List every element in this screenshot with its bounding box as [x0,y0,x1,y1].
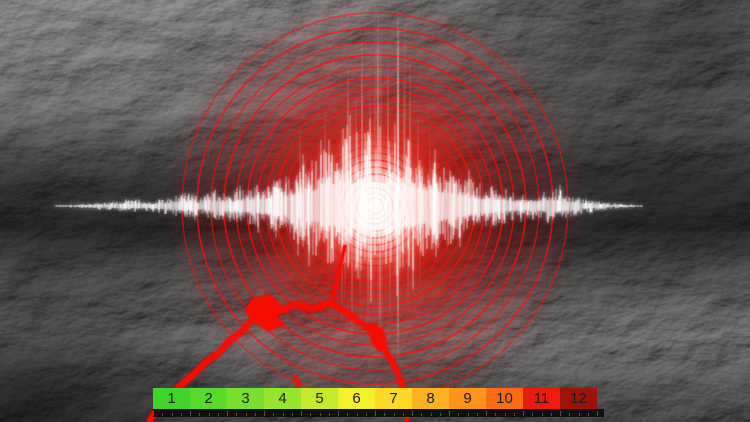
ruler-tick [458,413,460,416]
scale-cell-10: 10 [486,388,523,409]
scale-cell-label: 7 [389,390,398,407]
scale-cell-2: 2 [190,388,227,409]
ruler-tick [356,413,358,416]
ruler-tick [393,413,395,416]
scale-cell-8: 8 [412,388,449,409]
ruler-tick [347,413,349,416]
ruler-tick [190,411,191,416]
seismograph-waveform [54,114,643,303]
ruler-tick [513,413,515,416]
scale-cell-label: 4 [278,390,287,407]
ruler-tick [578,413,580,416]
scale-cell-label: 6 [352,390,361,407]
ruler-tick [162,413,164,416]
scale-cell-1: 1 [153,388,190,409]
ruler-tick [439,413,441,416]
ruler-tick [550,413,552,416]
ruler-tick [282,413,284,416]
scale-cell-label: 1 [167,390,176,407]
ruler-tick [365,413,367,416]
ruler-tick [328,413,330,416]
scale-cell-label: 11 [533,390,550,407]
ruler-tick [310,413,312,416]
scale-cell-7: 7 [375,388,412,409]
ruler-tick [449,411,450,416]
ruler-tick [523,411,524,416]
ruler-tick [495,413,497,416]
ruler-tick [541,413,543,416]
crack-blob [369,323,387,353]
ruler-tick [171,413,173,416]
scale-cell-4: 4 [264,388,301,409]
ruler-tick [338,411,339,416]
scale-cell-6: 6 [338,388,375,409]
ruler-tick [273,413,275,416]
ruler-tick [153,411,154,416]
ruler-tick [291,413,293,416]
ruler-tick [208,413,210,416]
scale-cell-label: 8 [426,390,435,407]
ruler-tick [319,413,321,416]
scale-cell-label: 9 [463,390,472,407]
ruler-tick [476,413,478,416]
intensity-scale-bar: 1 2 3 4 5 6 7 8 9 10 11 12 [153,388,597,409]
scale-cell-label: 12 [570,390,587,407]
ruler-tick [504,413,506,416]
crack-blob [245,295,285,331]
ruler-tick [264,411,265,416]
ruler-tick [412,411,413,416]
ruler-tick [217,413,219,416]
ruler-tick [301,411,302,416]
light-streaks [299,0,431,366]
ruler-tick [227,411,228,416]
scale-cell-3: 3 [227,388,264,409]
scale-cell-label: 10 [496,390,513,407]
ruler-tick [597,411,598,416]
ruler-tick [254,413,256,416]
ruler-tick [569,413,571,416]
ruler-tick [375,411,376,416]
scale-cell-11: 11 [523,388,560,409]
scale-cell-label: 3 [241,390,250,407]
scale-cell-label: 5 [315,390,324,407]
scale-ruler [153,409,604,417]
ruler-tick [199,413,201,416]
crack-path [329,244,347,304]
ruler-tick [587,413,589,416]
scale-cell-5: 5 [301,388,338,409]
ruler-tick [236,413,238,416]
ruler-tick [430,413,432,416]
ruler-tick [402,413,404,416]
ruler-tick [560,411,561,416]
ruler-tick [467,413,469,416]
scale-cell-label: 2 [204,390,213,407]
scale-cell-9: 9 [449,388,486,409]
ruler-tick [180,413,182,416]
ruler-tick [421,413,423,416]
ruler-tick [532,413,534,416]
ruler-tick [384,413,386,416]
ruler-tick [245,413,247,416]
crack-path [292,375,301,391]
ruler-tick [486,411,487,416]
scale-cell-12: 12 [560,388,597,409]
